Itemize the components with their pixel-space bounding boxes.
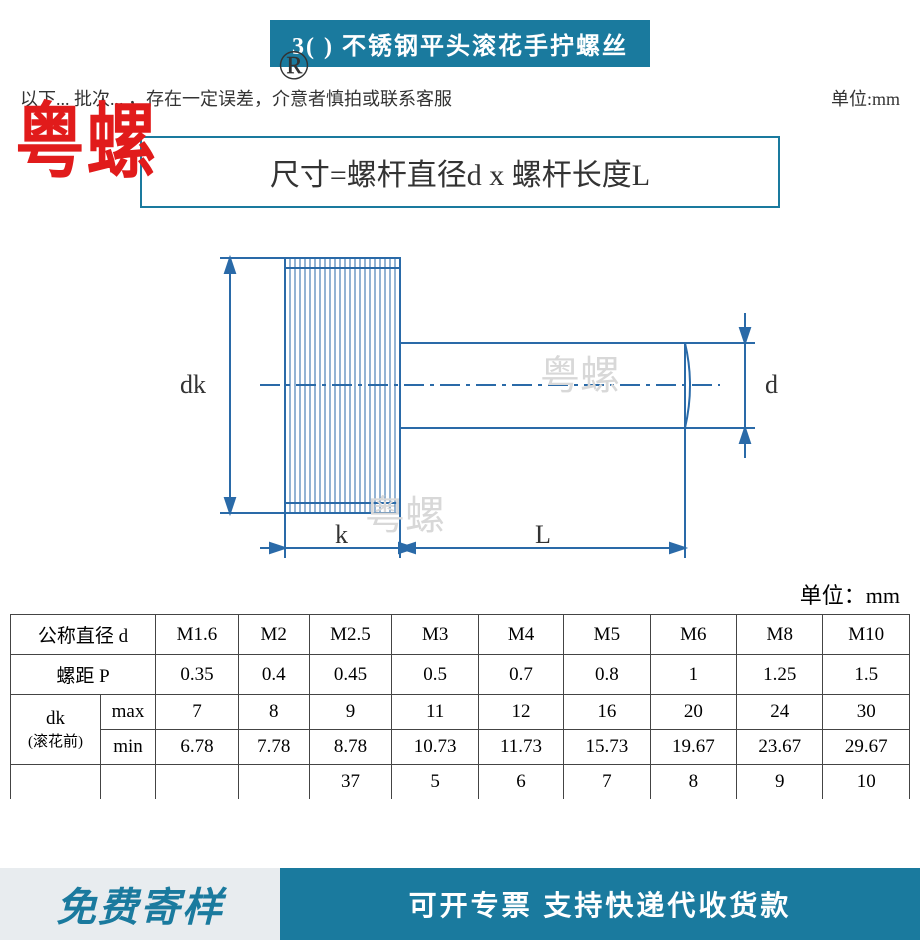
screw-diagram: dk d k L 粤螺 粤螺 (120, 228, 800, 568)
dk-cell: 7.78 (238, 730, 309, 765)
unit-label: 单位:mm (831, 85, 900, 111)
sub-max: max (101, 695, 156, 730)
partial-cell: 9 (737, 765, 823, 800)
pitch-cell: 0.45 (309, 655, 392, 695)
pitch-cell: 0.4 (238, 655, 309, 695)
size-cell: M2.5 (309, 615, 392, 655)
table-row: 公称直径 d M1.6 M2 M2.5 M3 M4 M5 M6 M8 M10 (11, 615, 910, 655)
svg-text:dk: dk (180, 370, 206, 399)
pitch-cell: 0.8 (564, 655, 650, 695)
partial-cell: 6 (478, 765, 563, 800)
dk-cell: 11 (392, 695, 478, 730)
dk-cell: 15.73 (564, 730, 650, 765)
svg-text:d: d (765, 370, 778, 399)
partial-cell (11, 765, 101, 800)
size-cell: M10 (823, 615, 910, 655)
pitch-cell: 1 (650, 655, 736, 695)
pitch-cell: 0.7 (478, 655, 563, 695)
table-row: 37 5 6 7 8 9 10 (11, 765, 910, 800)
brand-watermark: 粤螺 (15, 75, 158, 194)
header-dk: dk (滚花前) (11, 695, 101, 765)
dk-cell: 23.67 (737, 730, 823, 765)
footer-right: 可开专票 支持快递代收货款 (280, 868, 920, 940)
pitch-cell: 1.25 (737, 655, 823, 695)
size-cell: M1.6 (156, 615, 239, 655)
pitch-cell: 0.5 (392, 655, 478, 695)
pitch-cell: 0.35 (156, 655, 239, 695)
size-cell: M4 (478, 615, 563, 655)
dk-cell: 6.78 (156, 730, 239, 765)
table-row: 螺距 P 0.35 0.4 0.45 0.5 0.7 0.8 1 1.25 1.… (11, 655, 910, 695)
dk-cell: 20 (650, 695, 736, 730)
partial-cell (101, 765, 156, 800)
size-cell: M6 (650, 615, 736, 655)
header-d: 公称直径 d (11, 615, 156, 655)
size-cell: M3 (392, 615, 478, 655)
footer-bar: 免费寄样 可开专票 支持快递代收货款 (0, 868, 920, 940)
svg-text:k: k (335, 520, 348, 549)
partial-cell (156, 765, 239, 800)
header-p: 螺距 P (11, 655, 156, 695)
table-row: dk (滚花前) max 7 8 9 11 12 16 20 24 30 (11, 695, 910, 730)
partial-cell: 8 (650, 765, 736, 800)
table-unit-label: 单位：mm (20, 578, 900, 610)
dk-cell: 7 (156, 695, 239, 730)
dk-cell: 29.67 (823, 730, 910, 765)
spec-table: 公称直径 d M1.6 M2 M2.5 M3 M4 M5 M6 M8 M10 螺… (10, 614, 910, 799)
registered-mark-icon: ® (278, 42, 310, 90)
dk-cell: 19.67 (650, 730, 736, 765)
table-row: min 6.78 7.78 8.78 10.73 11.73 15.73 19.… (11, 730, 910, 765)
page-title: 3( ) 不锈钢平头滚花手拧螺丝 (270, 20, 650, 67)
size-cell: M8 (737, 615, 823, 655)
dk-cell: 16 (564, 695, 650, 730)
footer-left: 免费寄样 (0, 868, 280, 940)
dk-cell: 8.78 (309, 730, 392, 765)
dk-cell: 10.73 (392, 730, 478, 765)
partial-cell: 7 (564, 765, 650, 800)
formula-box: 尺寸=螺杆直径d x 螺杆长度L (140, 136, 780, 208)
dk-cell: 24 (737, 695, 823, 730)
dk-cell: 9 (309, 695, 392, 730)
dk-cell: 30 (823, 695, 910, 730)
partial-cell: 10 (823, 765, 910, 800)
svg-text:L: L (535, 520, 551, 549)
dk-cell: 12 (478, 695, 563, 730)
sub-min: min (101, 730, 156, 765)
dk-cell: 8 (238, 695, 309, 730)
partial-cell: 5 (392, 765, 478, 800)
dk-cell: 11.73 (478, 730, 563, 765)
size-cell: M2 (238, 615, 309, 655)
partial-cell: 37 (309, 765, 392, 800)
size-cell: M5 (564, 615, 650, 655)
partial-cell (238, 765, 309, 800)
pitch-cell: 1.5 (823, 655, 910, 695)
